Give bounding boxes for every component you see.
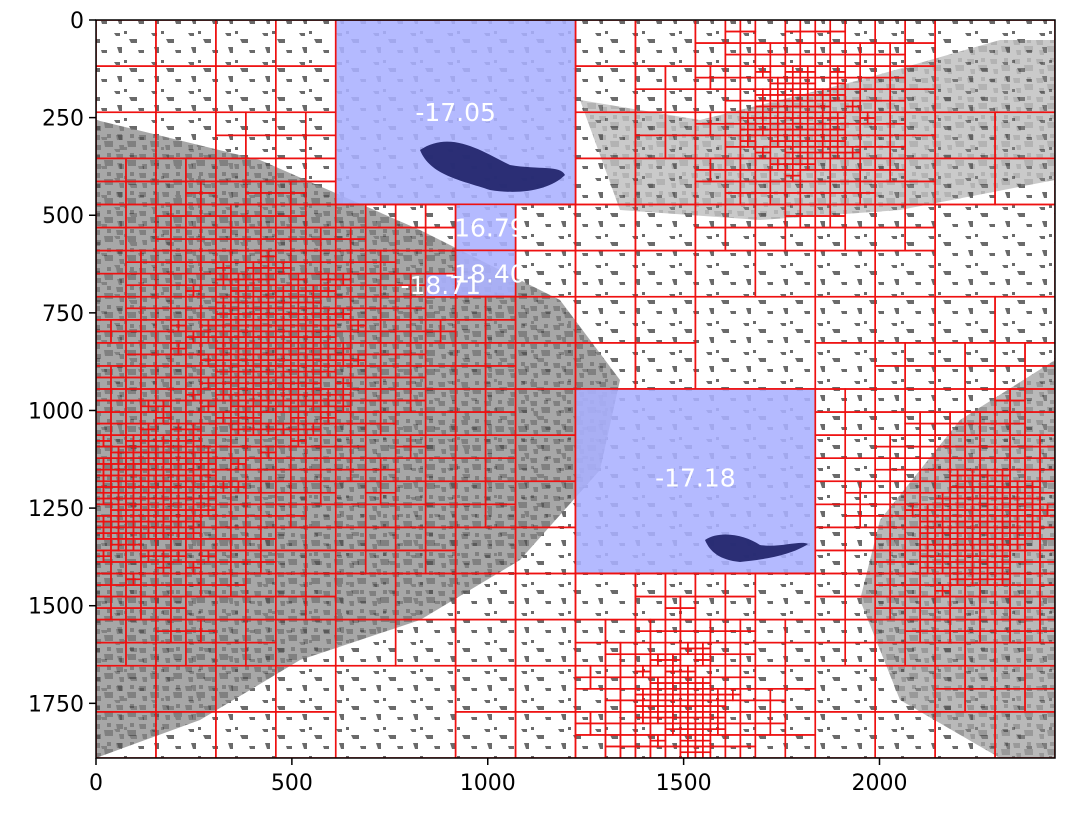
quadtree-grid [96,20,1055,758]
x-tick-label: 1000 [460,771,516,796]
lake-shapes [420,141,808,562]
region-label: -16.79 [445,213,526,242]
lake-north [420,141,565,192]
plot-area: -17.05 -16.79 -18.40-18.71 -17.18 [96,20,1055,758]
y-tick-label: 1000 [28,399,84,424]
plot-frame [95,19,1056,759]
y-tick-label: 0 [70,9,84,34]
highlight-region [574,388,817,575]
region-label: -18.40 [445,259,526,288]
grid-cell [994,711,1055,758]
y-tick-label: 1750 [28,692,84,717]
region-label: -18.71 [400,271,481,300]
region-label: -17.05 [415,98,496,127]
y-axis: 0 250 500 750 1000 1250 1500 1750 [28,9,96,717]
highlight-region [454,249,517,298]
y-tick-label: 1250 [28,497,84,522]
y-tick-label: 250 [42,107,84,132]
lake-south [705,534,808,562]
x-tick-label: 500 [271,771,313,796]
x-tick-label: 0 [89,771,103,796]
y-tick-label: 1500 [28,595,84,620]
highlight-region [424,273,457,298]
x-tick-label: 1500 [656,771,712,796]
y-tick-label: 750 [42,302,84,327]
region-label: -17.18 [655,464,736,493]
region-labels: -17.05 -16.79 -18.40-18.71 -17.18 [400,98,735,492]
y-tick-label: 500 [42,204,84,229]
x-tick-label: 2000 [851,771,907,796]
x-axis: 0 500 1000 1500 2000 [89,758,907,796]
